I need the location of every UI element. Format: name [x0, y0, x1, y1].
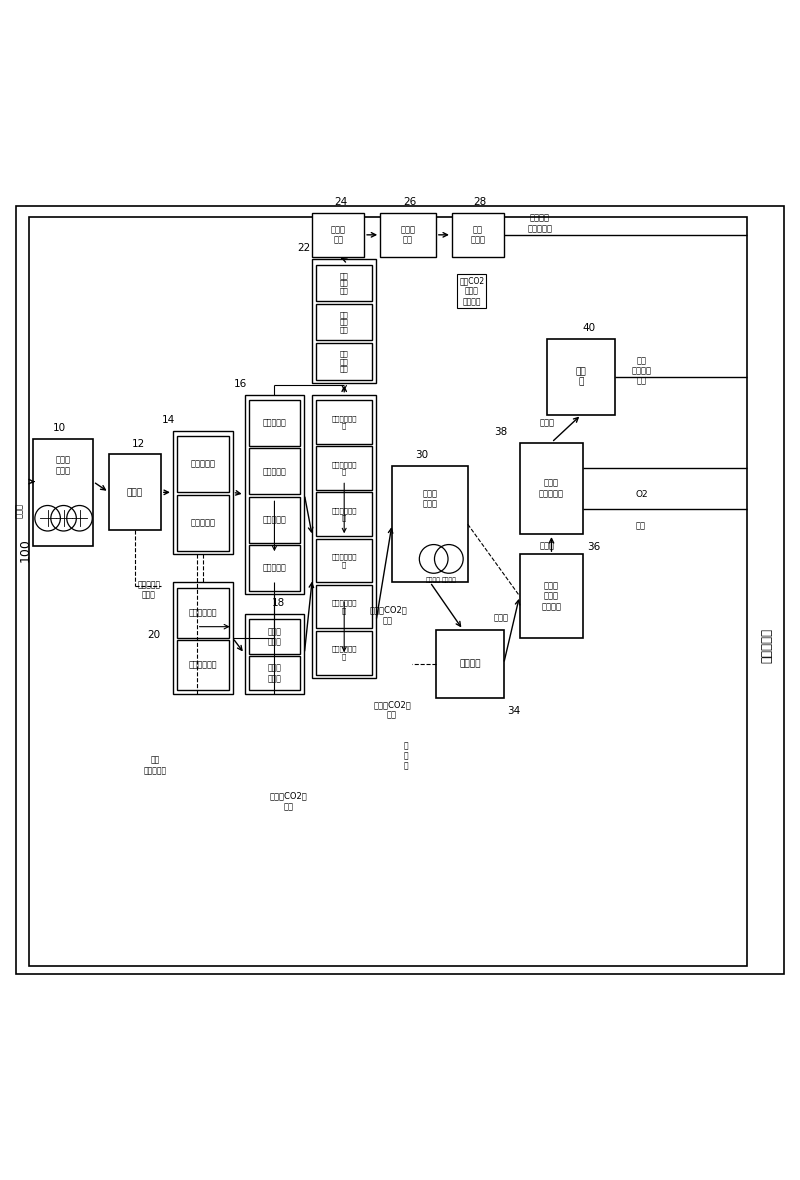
Text: 18: 18 [272, 598, 285, 608]
Text: 40: 40 [582, 323, 596, 333]
Text: 30: 30 [415, 451, 429, 460]
Text: 藻包
川粗
粗糙: 藻包 川粗 粗糙 [340, 312, 349, 333]
Bar [316, 343, 372, 380]
Text: 机械筛: 机械筛 [127, 487, 143, 497]
Text: 原污水
抽水站: 原污水 抽水站 [56, 455, 70, 476]
Text: 生物体泵: 生物体泵 [426, 577, 441, 583]
Bar [109, 454, 161, 530]
Text: 生物体: 生物体 [540, 542, 554, 551]
Bar [547, 339, 615, 414]
Text: 28: 28 [474, 197, 486, 206]
Bar [249, 400, 300, 446]
Bar [249, 656, 300, 690]
Text: 34: 34 [508, 706, 521, 715]
Text: 上层
澄清回流液: 上层 澄清回流液 [144, 755, 167, 775]
Text: 发电
机: 发电 机 [576, 367, 586, 386]
Text: 第一级藻类轮
粗: 第一级藻类轮 粗 [331, 507, 357, 522]
Bar [173, 431, 233, 555]
Text: 原污水: 原污水 [15, 503, 24, 518]
Bar [316, 303, 372, 341]
Bar [452, 212, 504, 257]
Text: 10: 10 [53, 422, 66, 433]
Text: 第一级藻类轮
粗: 第一级藻类轮 粗 [331, 553, 357, 568]
Bar [177, 588, 229, 638]
Bar [316, 492, 372, 536]
Text: 排气（CO2）
循环: 排气（CO2） 循环 [270, 792, 307, 811]
Text: 第一级藻类轮
粗: 第一级藻类轮 粗 [331, 645, 357, 660]
Text: 第二级澄清池: 第二级澄清池 [189, 661, 217, 670]
Text: 到垃圾填埋
的筛层: 到垃圾填埋 的筛层 [138, 581, 161, 599]
Text: 20: 20 [147, 630, 160, 640]
Text: 水再利用
或直接排出: 水再利用 或直接排出 [527, 214, 553, 232]
Text: 初级藻类轮: 初级藻类轮 [262, 419, 286, 427]
Bar [316, 400, 372, 444]
Text: 100: 100 [19, 538, 32, 562]
Bar [519, 555, 583, 638]
Bar [249, 448, 300, 494]
Bar [249, 620, 300, 654]
Bar [312, 260, 376, 382]
Text: 22: 22 [298, 243, 311, 254]
Text: 初级藻类轮: 初级藻类轮 [262, 516, 286, 524]
Text: 第一级
藻类轮: 第一级 藻类轮 [267, 627, 282, 647]
Bar [392, 466, 468, 582]
Text: 废料: 废料 [635, 522, 645, 531]
Text: 14: 14 [162, 414, 175, 425]
Bar [380, 212, 436, 257]
Text: 藻包
川粗
粗糙: 藻包 川粗 粗糙 [340, 273, 349, 294]
Bar [249, 545, 300, 591]
Text: 24: 24 [334, 197, 347, 206]
Text: 初级澄清池: 初级澄清池 [190, 460, 215, 468]
Text: 脱水设备: 脱水设备 [459, 660, 481, 668]
Bar [249, 497, 300, 543]
Bar [312, 394, 376, 677]
Text: 38: 38 [494, 426, 508, 437]
Text: 第一级藻类轮
粗: 第一级藻类轮 粗 [331, 461, 357, 476]
Text: 电厂
主要动力
供应: 电厂 主要动力 供应 [631, 356, 651, 386]
Bar [519, 442, 583, 535]
Text: 26: 26 [404, 197, 417, 206]
Text: 未有CO2
捕获器
设备之外: 未有CO2 捕获器 设备之外 [459, 276, 484, 306]
Bar [316, 446, 372, 490]
Bar [316, 538, 372, 582]
Text: 第一级
藻类轮: 第一级 藻类轮 [267, 663, 282, 683]
Text: 流量计
测量: 流量计 测量 [401, 225, 415, 244]
Text: 生物体
混合罐: 生物体 混合罐 [422, 489, 438, 509]
Text: 处理流程图: 处理流程图 [760, 628, 774, 663]
Text: 第一级藻类轮
粗: 第一级藻类轮 粗 [331, 599, 357, 614]
Text: 生物体
太阳能
干燥系统: 生物体 太阳能 干燥系统 [542, 581, 562, 611]
Bar [177, 437, 229, 492]
Bar [245, 614, 304, 694]
Text: 生物体: 生物体 [494, 614, 509, 622]
Text: 排气（CO2）
循环: 排气（CO2） 循环 [373, 700, 411, 720]
Text: 初级澄清池: 初级澄清池 [190, 518, 215, 527]
Bar [316, 264, 372, 301]
Text: 未有CO2
捕获器
设备之外: 未有CO2 捕获器 设备之外 [459, 276, 484, 306]
Text: 16: 16 [234, 379, 247, 388]
Text: 12: 12 [132, 439, 146, 448]
Text: 补一
高级膜: 补一 高级膜 [470, 225, 486, 244]
Text: 生物体: 生物体 [540, 418, 554, 427]
Text: 水
回
收: 水 回 收 [404, 741, 409, 771]
Bar [436, 630, 504, 697]
Bar [245, 394, 304, 594]
Text: 紫外线
消毒: 紫外线 消毒 [330, 225, 346, 244]
Text: 36: 36 [587, 542, 601, 552]
Bar [316, 584, 372, 629]
Text: 第一级藻类轮
粗: 第一级藻类轮 粗 [331, 415, 357, 430]
Bar [177, 494, 229, 551]
Text: 初级藻类轮: 初级藻类轮 [262, 563, 286, 572]
Text: 藻包
川粗
粗糙: 藻包 川粗 粗糙 [340, 350, 349, 372]
Bar [316, 631, 372, 675]
Text: O2: O2 [635, 490, 648, 499]
Bar [34, 439, 93, 546]
Text: 初级藻类轮: 初级藻类轮 [262, 467, 286, 476]
Bar [312, 212, 364, 257]
Text: 生物体泵: 生物体泵 [442, 577, 456, 583]
Text: 排气（CO2）
循环: 排气（CO2） 循环 [369, 605, 407, 625]
Text: 生物体
热处理系统: 生物体 热处理系统 [539, 479, 564, 498]
Bar [177, 641, 229, 690]
Bar [173, 582, 233, 694]
Text: 第二级澄清池: 第二级澄清池 [189, 608, 217, 617]
